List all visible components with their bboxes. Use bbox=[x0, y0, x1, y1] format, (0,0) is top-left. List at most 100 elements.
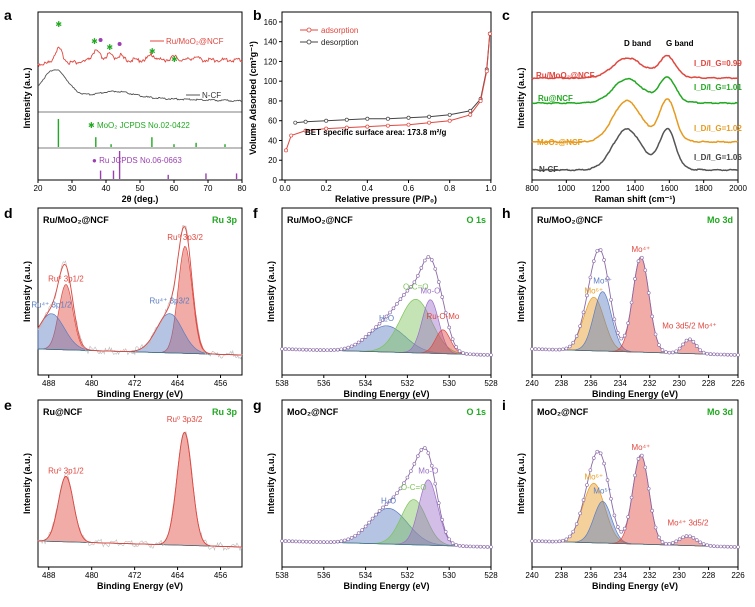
xps-data-point bbox=[585, 483, 589, 487]
panel-g-x-ticks: 538 536 534 532 530 528 bbox=[275, 567, 498, 580]
xps-component-labels: H₂O O-C=OMo-O Ru-O-Mo bbox=[379, 282, 460, 322]
xps-data-point bbox=[681, 535, 685, 540]
xps-data-point bbox=[694, 344, 699, 348]
xps-data-point bbox=[308, 539, 312, 544]
xps-data-point bbox=[557, 347, 562, 352]
xps-data-point bbox=[339, 539, 344, 544]
xps-data-points bbox=[530, 248, 740, 357]
xps-data-point bbox=[612, 513, 617, 518]
xps-data-point bbox=[419, 448, 424, 452]
tick-label: 228 bbox=[702, 571, 716, 580]
panel-f-axes bbox=[281, 207, 492, 376]
xps-data-point bbox=[287, 539, 291, 543]
xps-data-point bbox=[629, 300, 634, 305]
xps-data-point bbox=[457, 543, 462, 548]
xps-data-point bbox=[464, 544, 469, 549]
xps-xlabel: Binding Energy (eV) bbox=[592, 581, 678, 591]
isotherm-point bbox=[487, 31, 492, 36]
xps-component bbox=[37, 475, 242, 548]
tick-label: 532 bbox=[401, 379, 415, 388]
xps-region-tag: Ru 3p bbox=[212, 215, 238, 225]
component-label: Mo⁴⁺ 3d5/2 bbox=[667, 518, 709, 527]
xps-data-point bbox=[321, 540, 326, 544]
moo2-star: ✱ bbox=[55, 20, 62, 29]
xps-xlabel: Binding Energy (eV) bbox=[343, 581, 429, 591]
xps-data-point bbox=[342, 346, 347, 351]
panel-label-c: c bbox=[502, 7, 510, 23]
tick-label: 232 bbox=[643, 379, 657, 388]
xps-data-point bbox=[426, 451, 431, 455]
xps-data-point bbox=[304, 539, 309, 544]
xps-data-point bbox=[384, 502, 389, 506]
legend-ru-moo2-ncf: Ru/MoO₂@NCF bbox=[166, 37, 224, 46]
ru-dot bbox=[98, 38, 103, 42]
xps-data-point bbox=[440, 517, 445, 522]
xps-data-point bbox=[388, 310, 392, 315]
xps-data-point bbox=[598, 451, 603, 456]
component-label: Mo 3d5/2 Mo⁴⁺ bbox=[662, 322, 716, 331]
xps-data-point bbox=[412, 280, 417, 284]
tick-label: 30 bbox=[68, 184, 77, 193]
tick-label: 2000 bbox=[729, 184, 747, 193]
xps-data-point bbox=[729, 544, 733, 549]
tick-label: 60 bbox=[170, 184, 179, 193]
xps-data-point bbox=[349, 536, 354, 540]
panel-b-y-ticks: 0 20 40 60 80 100 120 140 160 bbox=[264, 18, 282, 185]
xps-data-point bbox=[468, 352, 472, 357]
component-label: O-C=O bbox=[403, 282, 429, 291]
xps-sample-title: MoO₂@NCF bbox=[537, 407, 589, 417]
xps-data-point bbox=[423, 258, 427, 263]
tick-label: 70 bbox=[204, 184, 213, 193]
xps-data-point bbox=[688, 337, 692, 342]
xps-data-point bbox=[633, 473, 637, 478]
ratio-moo2-ncf: I_D/I_G=1.02 bbox=[694, 124, 742, 133]
component-label: Ru⁰ 3p1/2 bbox=[48, 467, 84, 476]
xps-data-point bbox=[646, 486, 651, 491]
panel-a-ylabel: Intensity (a.u.) bbox=[22, 67, 32, 128]
isotherm-point bbox=[365, 116, 370, 121]
xps-data-point bbox=[294, 539, 298, 544]
xps-background bbox=[531, 540, 739, 548]
xps-background bbox=[37, 348, 243, 356]
component-label: Ru⁰ 3p3/2 bbox=[167, 233, 203, 242]
xps-data-point bbox=[398, 297, 403, 302]
xps-data-point bbox=[346, 345, 350, 350]
xps-data-point bbox=[485, 545, 490, 549]
xps-data-point bbox=[543, 539, 548, 544]
xps-data-point bbox=[315, 348, 319, 352]
xps-data-point bbox=[667, 350, 672, 355]
tick-label: 20 bbox=[268, 156, 277, 165]
xps-component bbox=[532, 454, 738, 548]
xps-ylabel: Intensity (a.u.) bbox=[516, 261, 526, 322]
xps-data-point bbox=[478, 352, 483, 357]
xps-data-point bbox=[691, 536, 696, 540]
component-label: Ru-O-Mo bbox=[426, 312, 459, 321]
xps-data-point bbox=[423, 446, 427, 450]
tick-label: 0.8 bbox=[444, 184, 456, 193]
raman-label-ru-ncf: Ru@NCF bbox=[538, 94, 573, 103]
panel-b-ylabel: Volume Adsorbed (cm³g⁻¹) bbox=[248, 41, 258, 155]
tick-label: 140 bbox=[264, 38, 278, 47]
xps-data-point bbox=[447, 325, 452, 330]
ru-reference-sticks bbox=[99, 151, 238, 179]
xps-data-point bbox=[342, 538, 347, 543]
tick-label: 488 bbox=[42, 379, 56, 388]
xps-ylabel: Intensity (a.u.) bbox=[266, 261, 276, 322]
panel-f-x-ticks: 538 536 534 532 530 528 bbox=[275, 375, 498, 388]
xps-data-point bbox=[311, 540, 316, 544]
tick-label: 80 bbox=[238, 184, 247, 193]
xps-data-point bbox=[561, 538, 565, 543]
xps-data-point bbox=[332, 540, 337, 544]
tick-label: 488 bbox=[42, 571, 56, 580]
isotherm-point bbox=[484, 69, 489, 74]
legend-n-cf: N-CF bbox=[202, 91, 221, 100]
xps-data-point bbox=[363, 335, 368, 339]
xps-data-point bbox=[605, 276, 610, 280]
xps-data-point bbox=[297, 347, 302, 352]
panel-label-d: d bbox=[4, 205, 13, 221]
tick-label: 0.6 bbox=[403, 184, 415, 193]
